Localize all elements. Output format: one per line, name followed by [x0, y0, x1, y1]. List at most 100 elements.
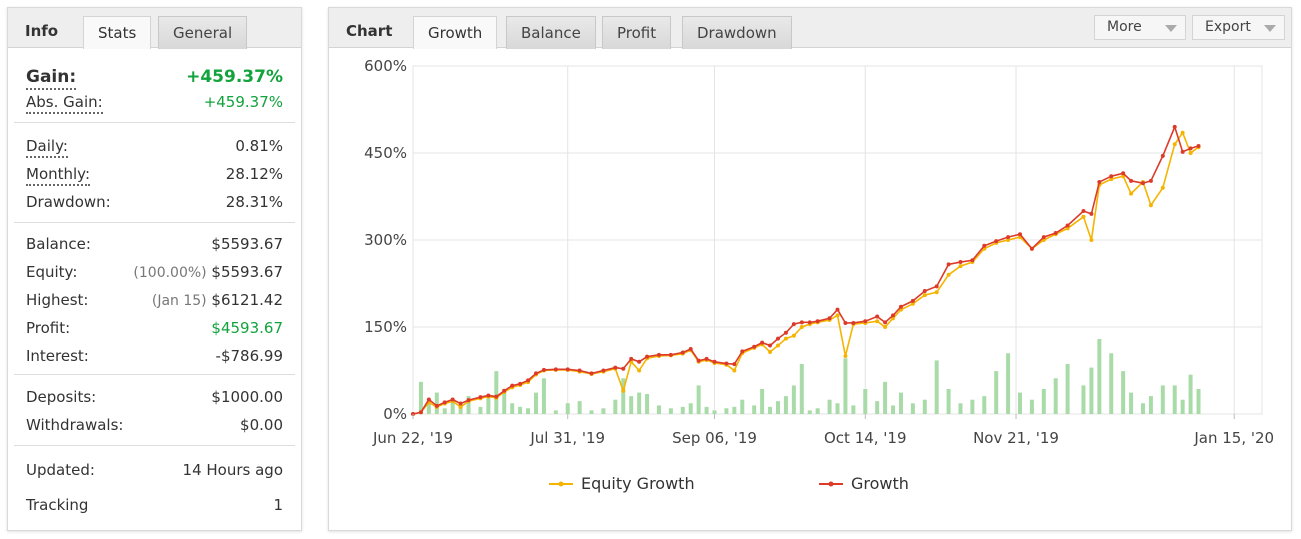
data-point[interactable] — [645, 354, 650, 359]
data-point[interactable] — [799, 320, 804, 325]
data-point[interactable] — [958, 264, 963, 269]
data-point[interactable] — [752, 344, 757, 349]
data-point[interactable] — [827, 316, 832, 321]
data-point[interactable] — [1089, 238, 1094, 242]
data-point[interactable] — [958, 260, 963, 265]
data-point[interactable] — [442, 400, 447, 405]
data-point[interactable] — [1160, 153, 1165, 158]
data-point[interactable] — [656, 352, 661, 357]
data-point[interactable] — [946, 262, 951, 267]
data-point[interactable] — [768, 343, 773, 348]
data-point[interactable] — [1172, 142, 1177, 147]
tab-growth[interactable]: Growth — [413, 16, 498, 49]
data-point[interactable] — [843, 354, 848, 358]
data-point[interactable] — [637, 359, 642, 364]
data-point[interactable] — [704, 356, 709, 361]
data-point[interactable] — [1006, 238, 1011, 242]
tab-general[interactable]: General — [158, 16, 248, 49]
data-point[interactable] — [791, 333, 796, 338]
data-point[interactable] — [533, 371, 538, 376]
data-point[interactable] — [783, 336, 788, 341]
data-point[interactable] — [1065, 226, 1070, 231]
data-point[interactable] — [898, 304, 903, 309]
data-point[interactable] — [688, 347, 693, 352]
data-point[interactable] — [807, 320, 812, 325]
daily-label[interactable]: Daily: — [26, 137, 68, 158]
data-point[interactable] — [799, 325, 804, 329]
data-point[interactable] — [1109, 177, 1114, 182]
data-point[interactable] — [740, 349, 745, 354]
data-point[interactable] — [724, 361, 729, 366]
data-point[interactable] — [1041, 235, 1046, 240]
data-point[interactable] — [1129, 178, 1134, 183]
data-point[interactable] — [883, 320, 888, 325]
tab-stats[interactable]: Stats — [83, 16, 152, 49]
data-point[interactable] — [1121, 171, 1126, 176]
more-button[interactable]: More — [1094, 15, 1186, 40]
data-point[interactable] — [696, 358, 701, 363]
data-point[interactable] — [1065, 223, 1070, 228]
data-point[interactable] — [1188, 151, 1193, 155]
data-point[interactable] — [922, 289, 927, 294]
data-point[interactable] — [1006, 235, 1011, 240]
data-point[interactable] — [1017, 232, 1022, 237]
data-point[interactable] — [526, 378, 531, 383]
data-point[interactable] — [1089, 211, 1094, 216]
data-point[interactable] — [712, 359, 717, 364]
data-point[interactable] — [934, 290, 939, 295]
data-point[interactable] — [458, 401, 463, 406]
tab-profit[interactable]: Profit — [602, 16, 672, 49]
legend[interactable]: Equity Growth Growth — [549, 474, 909, 493]
data-point[interactable] — [1129, 191, 1134, 196]
data-point[interactable] — [910, 301, 915, 306]
data-point[interactable] — [1160, 185, 1165, 190]
gain-label[interactable]: Gain: — [26, 67, 77, 90]
data-point[interactable] — [875, 319, 880, 324]
export-button[interactable]: Export — [1192, 15, 1285, 40]
data-point[interactable] — [1081, 214, 1086, 219]
data-point[interactable] — [922, 293, 927, 298]
data-point[interactable] — [629, 356, 634, 361]
data-point[interactable] — [434, 403, 439, 408]
data-point[interactable] — [1140, 181, 1145, 186]
data-point[interactable] — [494, 394, 499, 399]
data-point[interactable] — [680, 350, 685, 355]
data-point[interactable] — [637, 368, 642, 373]
data-point[interactable] — [553, 367, 558, 372]
data-point[interactable] — [1148, 203, 1153, 208]
data-point[interactable] — [970, 258, 975, 263]
tab-balance[interactable]: Balance — [506, 16, 596, 49]
data-point[interactable] — [621, 388, 626, 393]
data-point[interactable] — [621, 366, 626, 371]
data-point[interactable] — [466, 398, 471, 403]
data-point[interactable] — [426, 397, 431, 402]
data-point[interactable] — [486, 393, 491, 398]
data-point[interactable] — [883, 325, 888, 329]
data-point[interactable] — [910, 298, 915, 303]
data-point[interactable] — [835, 307, 840, 312]
data-point[interactable] — [510, 383, 515, 388]
data-point[interactable] — [577, 368, 582, 373]
data-point[interactable] — [891, 313, 896, 318]
data-point[interactable] — [1172, 124, 1177, 129]
data-point[interactable] — [541, 367, 546, 372]
data-point[interactable] — [601, 368, 606, 373]
data-point[interactable] — [732, 368, 737, 373]
monthly-label[interactable]: Monthly: — [26, 165, 91, 186]
data-point[interactable] — [982, 243, 987, 248]
data-point[interactable] — [1109, 174, 1114, 179]
data-point[interactable] — [946, 272, 951, 277]
data-point[interactable] — [668, 352, 673, 357]
data-point[interactable] — [835, 313, 840, 318]
data-point[interactable] — [994, 239, 999, 244]
data-point[interactable] — [875, 314, 880, 319]
data-point[interactable] — [1196, 144, 1201, 149]
legend-entry[interactable]: Growth — [851, 474, 909, 493]
data-point[interactable] — [1180, 130, 1185, 135]
data-point[interactable] — [502, 388, 507, 393]
tab-drawdown[interactable]: Drawdown — [682, 16, 792, 49]
data-point[interactable] — [1097, 180, 1102, 184]
data-point[interactable] — [851, 320, 856, 325]
data-point[interactable] — [760, 340, 765, 345]
data-point[interactable] — [418, 410, 423, 415]
